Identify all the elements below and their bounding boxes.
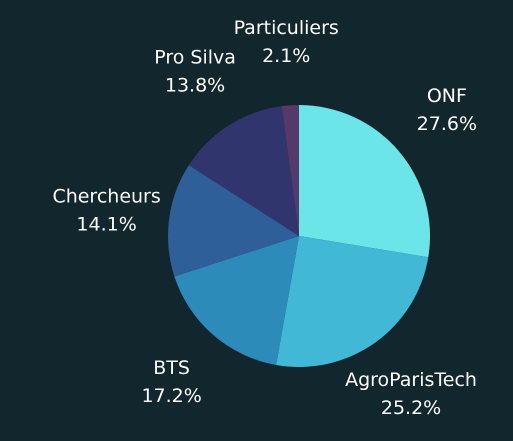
slice-label: ONF — [427, 85, 467, 107]
slice-value-label: 17.2% — [141, 385, 201, 407]
slice-value-label: 27.6% — [417, 113, 477, 135]
slice-label: AgroParisTech — [345, 369, 477, 391]
pie-slice — [167, 165, 299, 277]
pie-slice — [299, 105, 430, 258]
pie-slice — [281, 105, 299, 236]
pie-slice — [188, 106, 299, 236]
slice-label: BTS — [153, 357, 190, 379]
slice-value-label: 25.2% — [381, 397, 441, 419]
slice-label: Particuliers — [234, 17, 339, 39]
slice-value-label: 13.8% — [165, 75, 225, 97]
pie-slice — [174, 236, 299, 365]
slice-label: Pro Silva — [154, 47, 236, 69]
pie-slice — [276, 236, 429, 367]
slice-label: Chercheurs — [52, 186, 160, 208]
slice-value-label: 2.1% — [262, 45, 310, 67]
slice-value-label: 14.1% — [76, 214, 136, 236]
